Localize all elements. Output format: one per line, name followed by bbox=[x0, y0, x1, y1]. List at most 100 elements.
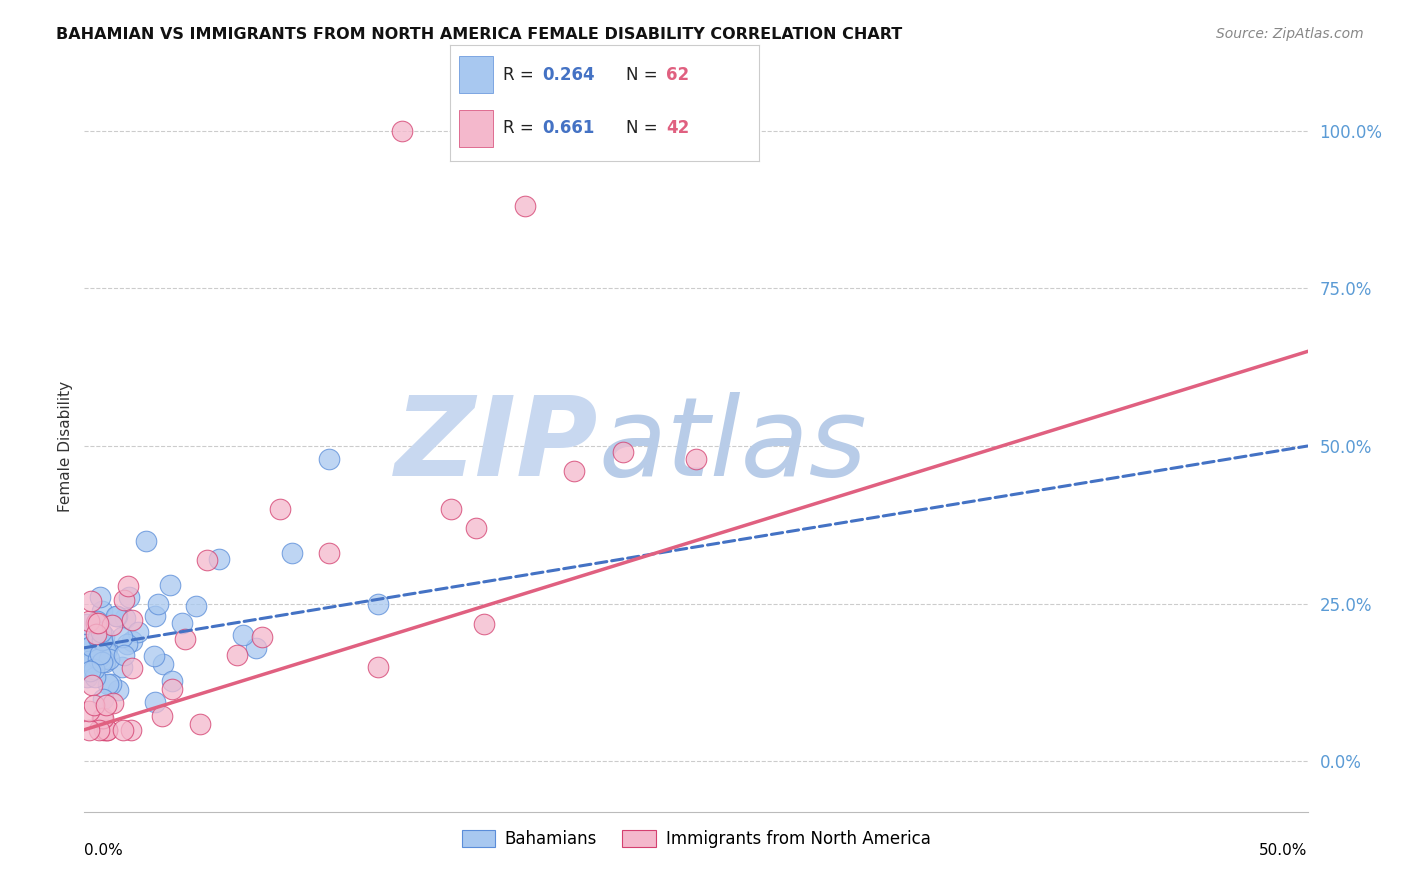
Point bbox=[94, 644, 117, 658]
Text: 62: 62 bbox=[666, 66, 689, 84]
Point bbox=[96, 723, 118, 737]
Point bbox=[440, 502, 463, 516]
Point bbox=[83, 662, 105, 676]
Point bbox=[367, 597, 389, 611]
Point bbox=[121, 634, 143, 648]
Point bbox=[90, 625, 112, 640]
Point bbox=[80, 639, 103, 653]
Point bbox=[93, 723, 115, 737]
Text: 0.264: 0.264 bbox=[543, 66, 595, 84]
Point bbox=[208, 552, 231, 566]
Point bbox=[89, 648, 111, 662]
Point bbox=[160, 681, 183, 696]
Point bbox=[142, 648, 165, 663]
Point bbox=[105, 609, 128, 624]
Text: R =: R = bbox=[502, 120, 538, 137]
Point bbox=[87, 652, 110, 666]
Point bbox=[250, 630, 273, 644]
Point bbox=[79, 664, 101, 678]
Point bbox=[87, 615, 110, 630]
Point bbox=[117, 579, 139, 593]
Y-axis label: Female Disability: Female Disability bbox=[58, 380, 73, 512]
Point bbox=[120, 723, 142, 737]
Point bbox=[98, 652, 121, 666]
Point bbox=[80, 649, 103, 664]
Text: R =: R = bbox=[502, 66, 538, 84]
Point bbox=[83, 698, 105, 713]
Point bbox=[84, 626, 107, 640]
Point bbox=[143, 695, 166, 709]
Point bbox=[135, 533, 157, 548]
Point bbox=[91, 655, 114, 669]
Point bbox=[80, 593, 103, 607]
Point bbox=[96, 641, 118, 656]
Point bbox=[76, 640, 98, 655]
Point bbox=[94, 698, 117, 712]
Point bbox=[89, 590, 111, 604]
Text: 0.661: 0.661 bbox=[543, 120, 595, 137]
Point bbox=[77, 654, 100, 668]
Text: BAHAMIAN VS IMMIGRANTS FROM NORTH AMERICA FEMALE DISABILITY CORRELATION CHART: BAHAMIAN VS IMMIGRANTS FROM NORTH AMERIC… bbox=[56, 27, 903, 42]
Text: 0.0%: 0.0% bbox=[84, 843, 124, 858]
Point bbox=[367, 659, 389, 673]
Text: N =: N = bbox=[626, 66, 664, 84]
Point bbox=[107, 683, 129, 698]
Point bbox=[84, 670, 107, 684]
Point bbox=[281, 546, 304, 560]
Point bbox=[318, 546, 340, 560]
Point bbox=[121, 660, 143, 674]
Point bbox=[318, 451, 340, 466]
Point bbox=[83, 650, 105, 665]
Point bbox=[87, 630, 110, 644]
Point bbox=[245, 640, 267, 655]
Point bbox=[76, 617, 98, 632]
Text: N =: N = bbox=[626, 120, 664, 137]
Point bbox=[86, 615, 108, 630]
Point bbox=[97, 677, 120, 691]
Point bbox=[111, 723, 134, 737]
Point bbox=[100, 677, 122, 691]
Point bbox=[101, 618, 124, 632]
Point bbox=[91, 652, 114, 666]
Point bbox=[150, 709, 173, 723]
Point bbox=[174, 632, 197, 647]
FancyBboxPatch shape bbox=[460, 110, 494, 146]
Point bbox=[232, 628, 254, 642]
Point bbox=[391, 124, 413, 138]
Point bbox=[121, 613, 143, 627]
Point bbox=[76, 637, 98, 651]
Point bbox=[76, 669, 98, 683]
Text: 50.0%: 50.0% bbox=[1260, 843, 1308, 858]
Text: atlas: atlas bbox=[598, 392, 866, 500]
Point bbox=[87, 649, 110, 664]
Text: ZIP: ZIP bbox=[395, 392, 598, 500]
Point bbox=[269, 502, 291, 516]
Point bbox=[91, 711, 114, 725]
Point bbox=[472, 617, 495, 632]
Point bbox=[96, 723, 118, 737]
Point bbox=[86, 615, 108, 629]
Point bbox=[101, 696, 124, 710]
Point bbox=[162, 673, 184, 688]
Point bbox=[104, 608, 127, 623]
Point bbox=[111, 660, 134, 674]
Point bbox=[172, 615, 194, 630]
Point bbox=[77, 704, 100, 718]
Point bbox=[152, 657, 174, 671]
Point bbox=[111, 630, 134, 644]
Point bbox=[91, 633, 114, 648]
Point bbox=[87, 631, 110, 645]
Point bbox=[143, 609, 166, 624]
Point bbox=[91, 604, 114, 618]
Point bbox=[186, 599, 208, 613]
Point bbox=[93, 655, 115, 669]
Point bbox=[117, 637, 139, 651]
Point bbox=[112, 592, 135, 607]
Point bbox=[118, 591, 141, 605]
Point bbox=[685, 451, 707, 466]
Point bbox=[195, 553, 218, 567]
Point bbox=[91, 711, 114, 725]
Point bbox=[562, 464, 585, 478]
Point bbox=[80, 655, 103, 669]
Point bbox=[188, 717, 211, 731]
